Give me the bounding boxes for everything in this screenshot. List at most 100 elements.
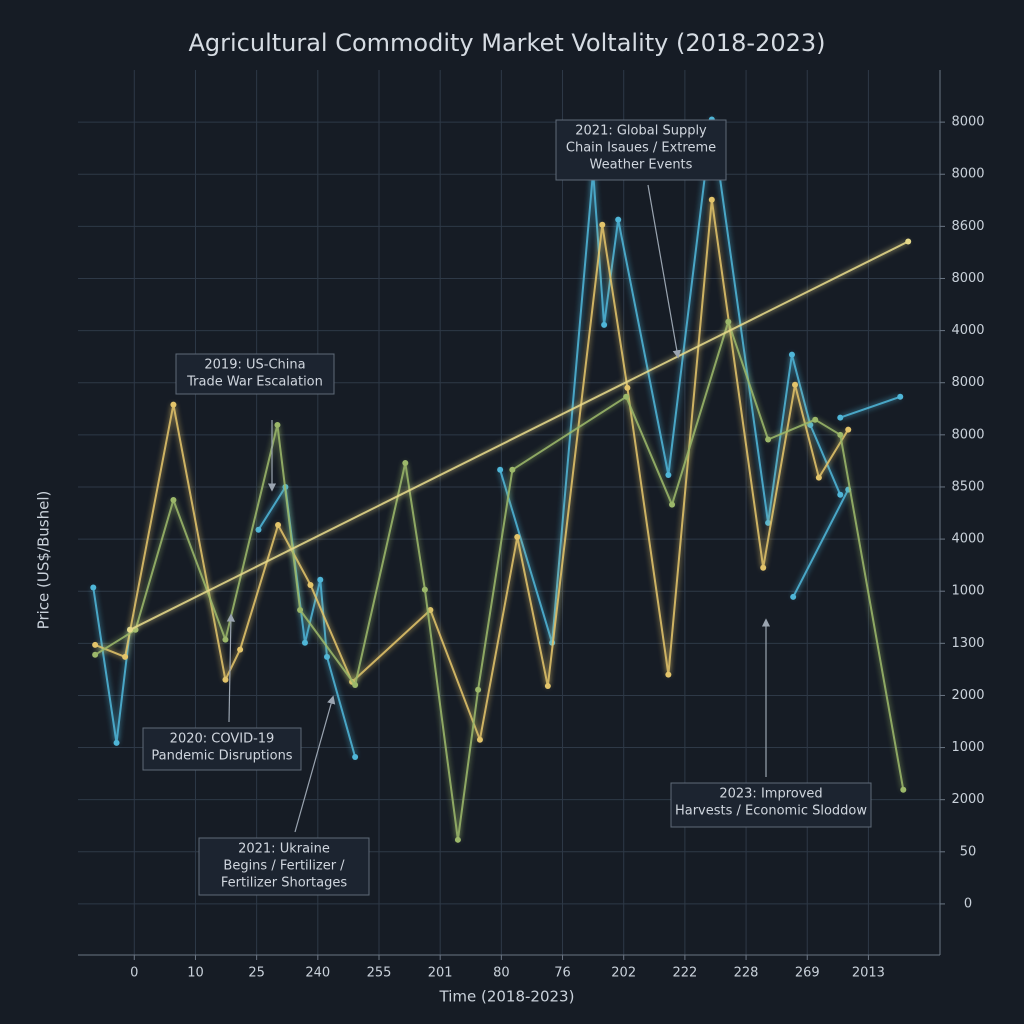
annotation-box [142, 727, 302, 771]
y-tick-label: 8000 [951, 115, 984, 130]
data-point [599, 221, 606, 228]
data-point [900, 786, 907, 793]
y-tick-label: 50 [960, 844, 977, 859]
series-line [129, 240, 909, 631]
data-point [402, 459, 409, 466]
data-point [765, 519, 772, 526]
data-point [352, 753, 359, 760]
x-tick-label: 240 [305, 966, 330, 981]
annotation-text: Fertilizer Shortages [221, 876, 347, 891]
annotation-text: Weather Events [590, 158, 693, 173]
y-tick-label: 8000 [951, 167, 984, 182]
x-tick-label: 269 [795, 966, 820, 981]
annotation-box [555, 119, 727, 181]
data-point [601, 321, 608, 328]
data-point [815, 474, 822, 481]
data-point [845, 426, 852, 433]
data-point [222, 636, 229, 643]
data-point [837, 431, 844, 438]
data-point [837, 414, 844, 421]
data-point [514, 533, 521, 540]
annotation-text: Harvests / Economic Sloddow [675, 804, 867, 819]
data-point [790, 593, 797, 600]
data-point [307, 581, 314, 588]
data-point [475, 686, 482, 693]
data-point [274, 421, 281, 428]
data-point [237, 646, 244, 653]
data-point [624, 384, 631, 391]
y-tick-label: 8600 [951, 219, 984, 234]
y-tick-label: 1300 [951, 636, 984, 651]
y-tick-label: 0 [964, 896, 972, 911]
y-axis-label: Price (US$/Bushel) [35, 491, 53, 630]
data-point [122, 653, 129, 660]
data-point [544, 683, 551, 690]
data-point [665, 671, 672, 678]
data-point [669, 501, 676, 508]
data-point [421, 586, 428, 593]
y-tick-label: 4000 [951, 532, 984, 547]
annotation-text: 2021: Global Supply [575, 124, 707, 139]
data-point [897, 393, 904, 400]
annotation-box [175, 353, 335, 395]
annotation-box [670, 782, 872, 828]
y-tick-label: 1000 [951, 584, 984, 599]
data-point [297, 606, 304, 613]
data-point [170, 401, 177, 408]
x-tick-label: 202 [611, 966, 636, 981]
data-point [837, 491, 844, 498]
x-tick-label: 255 [367, 966, 392, 981]
annotation-text: Pandemic Disruptions [151, 749, 292, 764]
y-tick-label: 1000 [951, 740, 984, 755]
data-point [113, 739, 120, 746]
annotation-text: 2020: COVID-19 [170, 732, 275, 747]
data-point [90, 584, 97, 591]
y-tick-label: 2000 [951, 792, 984, 807]
data-point [760, 564, 767, 571]
x-tick-label: 222 [672, 966, 697, 981]
series-line [94, 198, 850, 741]
y-tick-label: 4000 [951, 323, 984, 338]
annotation-text: Trade War Escalation [186, 375, 323, 390]
data-point [92, 641, 99, 648]
annotation-text: 2021: Ukraine [238, 842, 330, 857]
data-point [301, 639, 308, 646]
annotation-text: Begins / Fertilizer / [223, 859, 345, 874]
y-tick-label: 2000 [951, 688, 984, 703]
annotation-arrow [294, 695, 336, 833]
x-tick-label: 2013 [852, 966, 885, 981]
data-point [427, 606, 434, 613]
data-point [127, 626, 134, 633]
data-point [725, 318, 732, 325]
data-point [275, 522, 282, 529]
data-point [323, 653, 330, 660]
data-point [317, 576, 324, 583]
x-tick-label: 80 [493, 966, 510, 981]
x-tick-label: 228 [734, 966, 759, 981]
data-point [170, 496, 177, 503]
data-point [454, 836, 461, 843]
annotation-text: 2023: Improved [719, 787, 822, 802]
data-point [708, 196, 715, 203]
x-tick-label: 10 [187, 966, 204, 981]
x-tick-label: 76 [554, 966, 571, 981]
y-tick-label: 8000 [951, 427, 984, 442]
data-point [509, 466, 516, 473]
data-point [788, 351, 795, 358]
x-tick-label: 25 [248, 966, 265, 981]
x-tick-label: 201 [428, 966, 453, 981]
annotation-arrow [226, 613, 236, 723]
data-point [255, 526, 262, 533]
annotation-text: Chain Isaues / Extreme [566, 141, 716, 156]
y-tick-label: 8000 [951, 375, 984, 390]
data-point [476, 736, 483, 743]
x-tick-label: 0 [130, 966, 138, 981]
annotation-text: 2019: US-China [204, 358, 305, 373]
data-point [665, 471, 672, 478]
data-point [615, 216, 622, 223]
annotation-box [198, 837, 370, 896]
data-point [812, 416, 819, 423]
data-point [792, 381, 799, 388]
y-tick-label: 8000 [951, 271, 984, 286]
